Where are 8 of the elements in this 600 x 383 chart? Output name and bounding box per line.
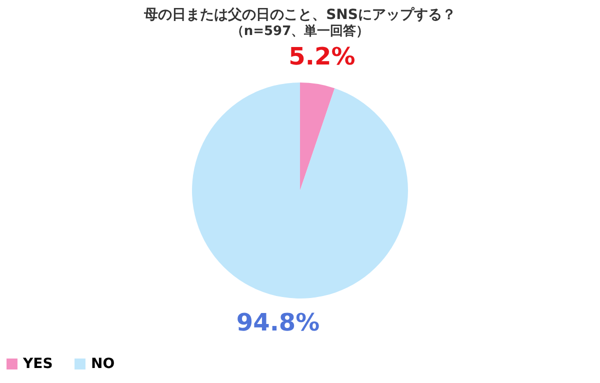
- legend-label: NO: [91, 356, 115, 372]
- data-label: 94.8%: [236, 308, 320, 337]
- pie-slice: [300, 82, 335, 190]
- chart-subtitle: （n=597、単一回答）: [230, 24, 370, 39]
- data-label: 5.2%: [288, 42, 356, 70]
- legend-label: YES: [22, 356, 53, 372]
- chart-title: 母の日または父の日のこと、SNSにアップする？: [143, 6, 456, 23]
- pie-slice: [192, 82, 408, 298]
